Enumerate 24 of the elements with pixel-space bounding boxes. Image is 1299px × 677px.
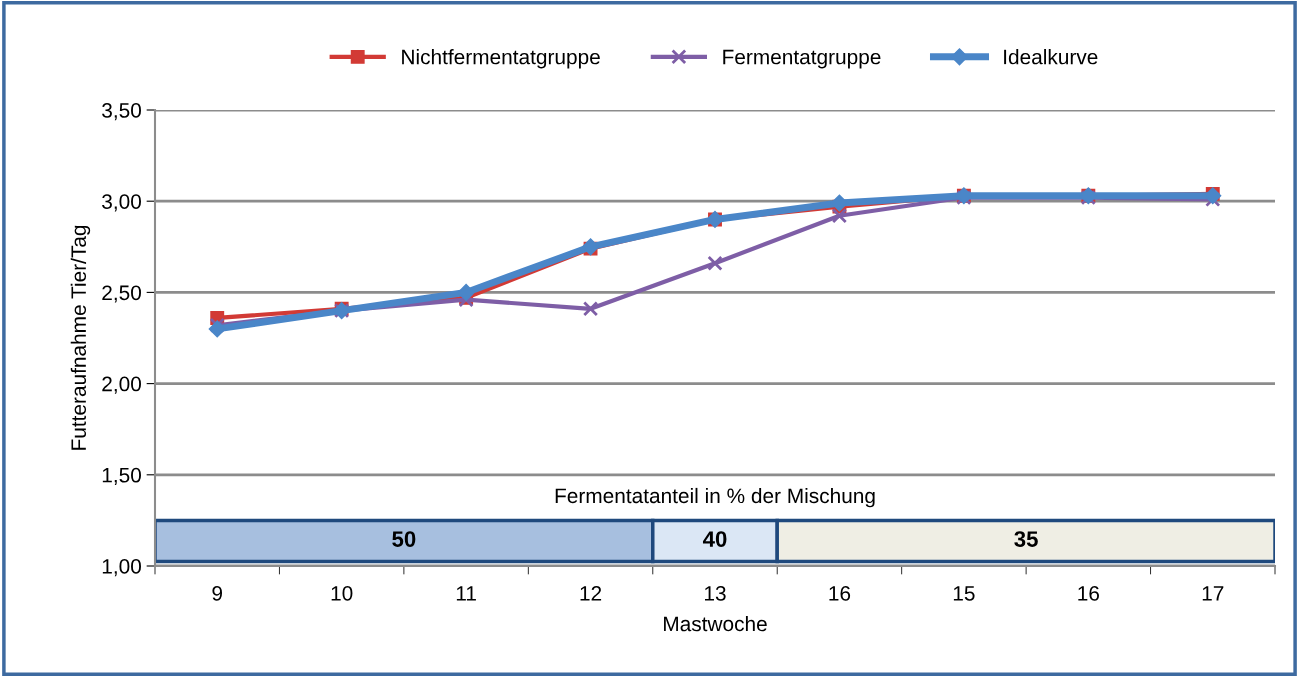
band-label: 35 — [1014, 531, 1038, 547]
x-tick-label: 13 — [705, 585, 726, 601]
band-label: 50 — [392, 531, 416, 547]
x-tick-label: 10 — [331, 585, 353, 601]
x-axis-title: Mastwoche — [664, 615, 767, 632]
y-tick-label: 2,50 — [102, 285, 141, 303]
x-tick-label: 17 — [1202, 586, 1224, 601]
y-tick-label: 3,00 — [102, 194, 141, 212]
y-tick-label: 1,00 — [102, 559, 141, 577]
band-label: 40 — [702, 531, 727, 547]
x-tick-label: 15 — [953, 586, 975, 601]
y-tick-label: 1,50 — [102, 467, 141, 486]
y-axis-title: Futteraufnahme Tier/Tag — [70, 225, 91, 450]
y-tick-label: 2,00 — [102, 376, 141, 394]
legend-label: Fermentatgruppe — [723, 49, 881, 69]
x-tick-label: 9 — [212, 585, 223, 601]
legend-label: Idealkurve — [1004, 49, 1098, 65]
legend-label: Nichtfermentatgruppe — [402, 49, 600, 69]
x-tick-label: 16 — [1078, 585, 1100, 601]
y-tick-label: 3,50 — [102, 103, 141, 121]
annotation: Fermentatanteil in % der Mischung — [555, 487, 875, 508]
x-tick-label: 16 — [829, 585, 851, 601]
x-tick-label: 11 — [456, 586, 476, 601]
x-tick-label: 12 — [580, 585, 602, 601]
